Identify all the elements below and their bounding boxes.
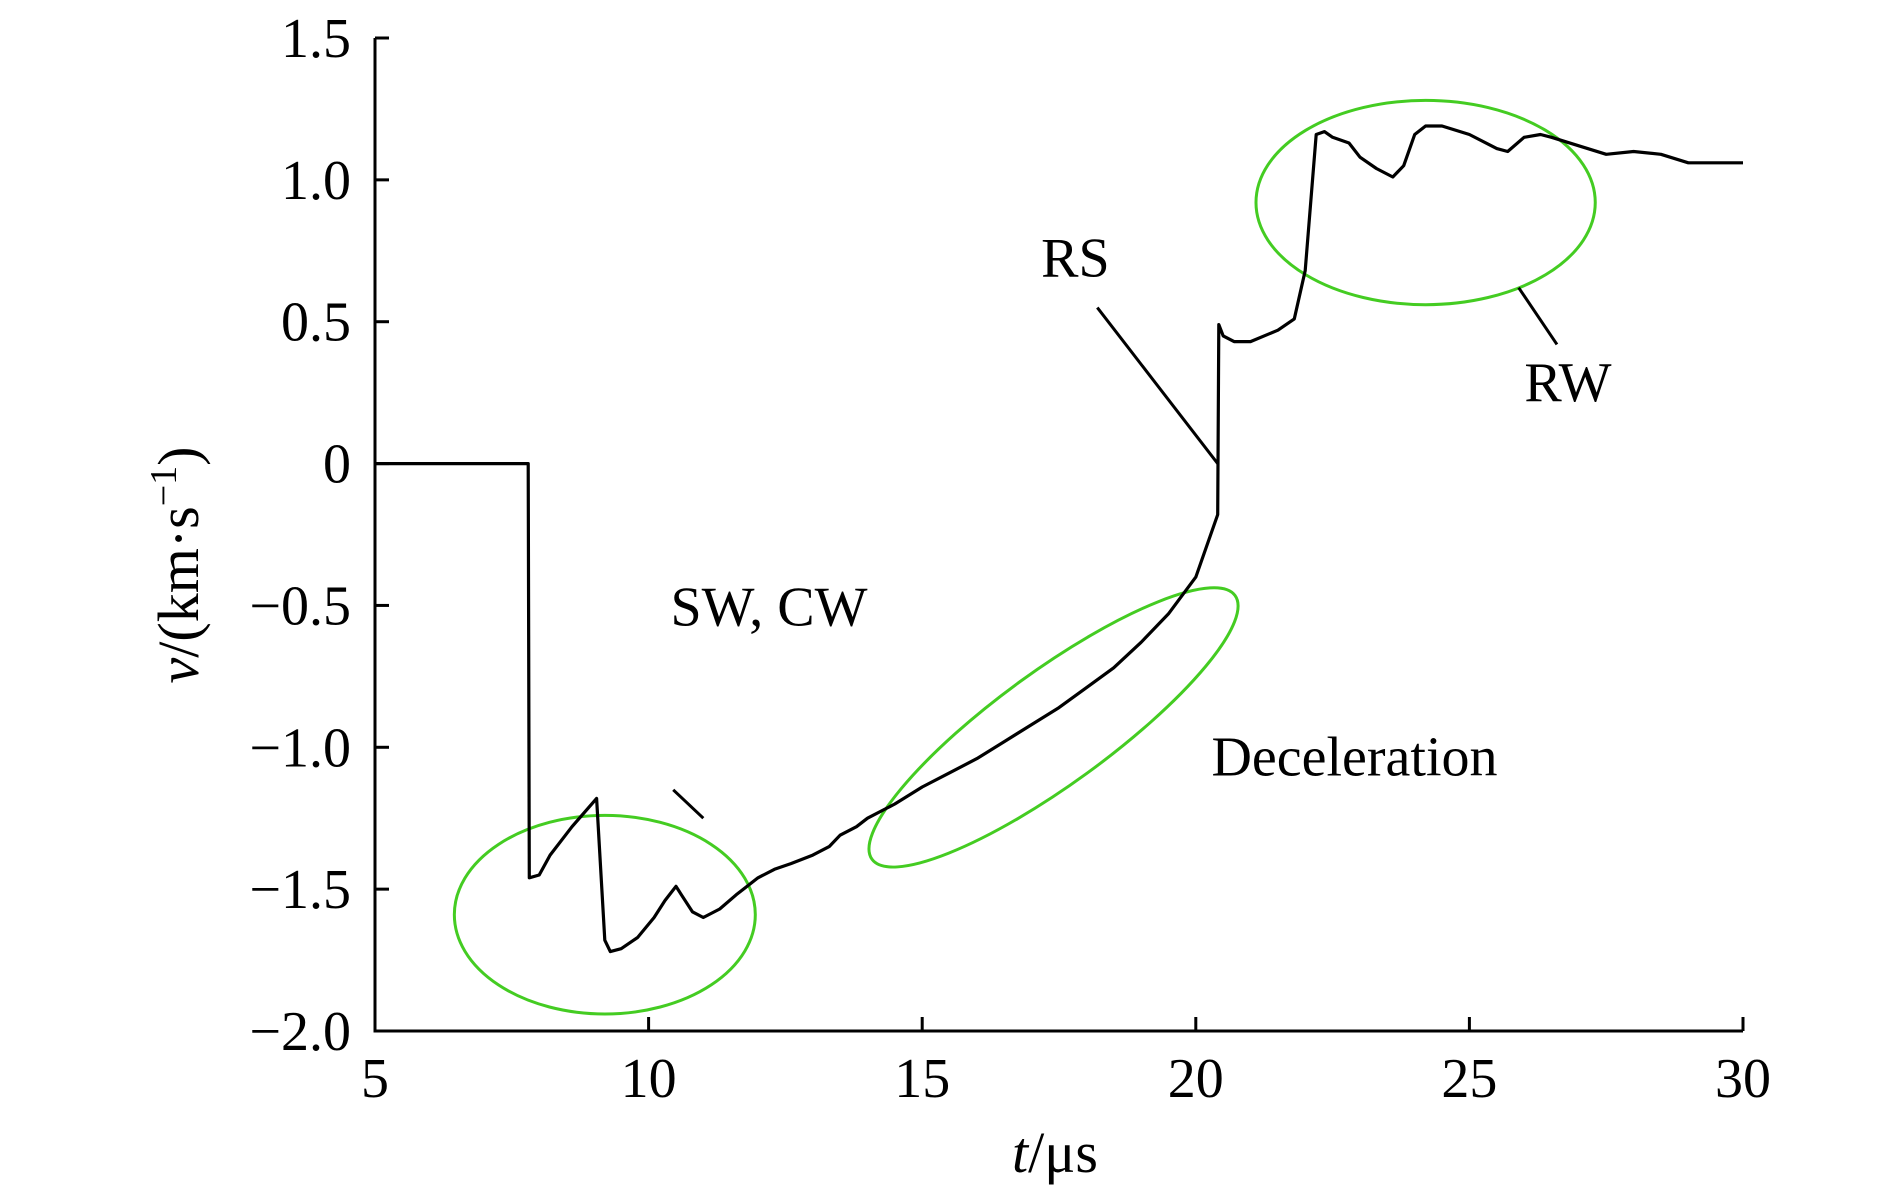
axis-ticks: 5 10 15 20 25 30 −2.0 −1.5 −1.0 −0.5 0 0.5 1.0 1.5 — [249, 8, 1771, 1110]
x-tick-label: 10 — [621, 1048, 677, 1110]
y-tick-label: 0.5 — [281, 292, 351, 354]
y-axis-title-unit: /(km·s — [146, 506, 211, 657]
velocity-series-line — [375, 124, 1743, 954]
highlight-ellipse — [452, 813, 757, 1016]
y-tick-label: −2.0 — [249, 1001, 351, 1063]
axes — [373, 38, 1743, 1033]
y-axis-title-superscript: −1 — [143, 466, 185, 506]
annotation-label: RS — [1041, 227, 1110, 289]
series-lines — [375, 124, 1743, 954]
annotation-leader-line — [1096, 306, 1219, 465]
y-tick-label: −0.5 — [249, 575, 351, 637]
x-tick-label: 15 — [894, 1048, 950, 1110]
x-tick-label: 30 — [1715, 1048, 1771, 1110]
highlight-ellipses — [452, 98, 1597, 1016]
y-axis-title: v/(km·s−1) — [143, 447, 211, 684]
highlight-ellipse — [867, 586, 1240, 869]
annotation-label: Deceleration — [1211, 727, 1497, 789]
y-tick-label: 1.5 — [281, 8, 351, 70]
x-tick-label: 20 — [1168, 1048, 1224, 1110]
annotation-label: RW — [1524, 352, 1611, 414]
x-axis-title-symbol: t — [1012, 1120, 1030, 1185]
y-tick-label: 1.0 — [281, 150, 351, 212]
annotation-label: SW, CW — [670, 576, 867, 638]
annotations: SW, CW Deceleration RS RW — [670, 227, 1612, 820]
x-axis-title-unit: /μs — [1028, 1120, 1098, 1185]
y-tick-label: −1.5 — [249, 859, 351, 921]
y-tick-label: −1.0 — [249, 717, 351, 779]
annotation-leader-line — [672, 788, 705, 820]
y-tick-label: 0 — [323, 434, 351, 496]
x-axis-title: t/μs — [1012, 1120, 1098, 1185]
highlight-ellipse — [1254, 98, 1597, 307]
y-axis-title-close: ) — [146, 447, 211, 466]
x-tick-label: 5 — [361, 1048, 389, 1110]
x-tick-label: 25 — [1441, 1048, 1497, 1110]
annotation-leader-line — [1517, 286, 1559, 346]
y-axis-title-symbol: v — [146, 657, 211, 683]
